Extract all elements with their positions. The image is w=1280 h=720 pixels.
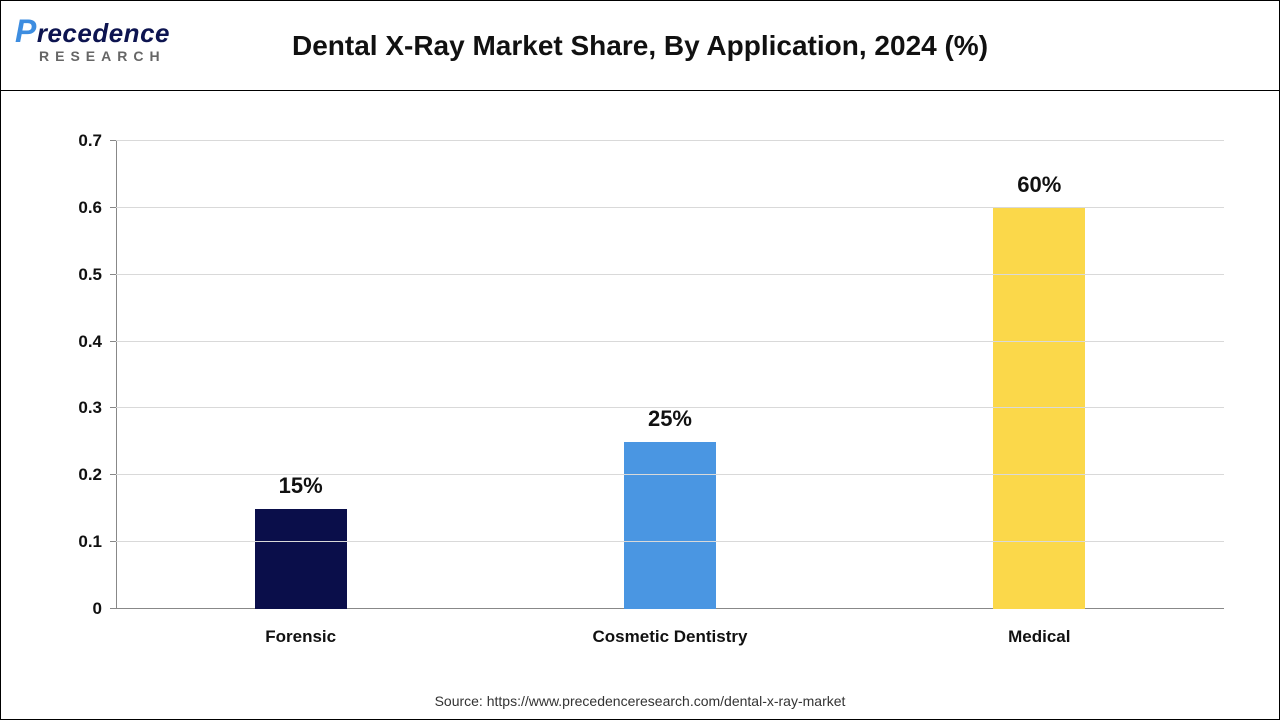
ytick-label: 0.4	[78, 332, 116, 352]
ytick-label: 0.7	[78, 131, 116, 151]
ytick-label: 0.6	[78, 198, 116, 218]
gridline	[116, 140, 1224, 141]
ytick-label: 0.3	[78, 398, 116, 418]
gridline	[116, 274, 1224, 275]
bar-value-label: 15%	[279, 473, 323, 499]
bars-group: 15%Forensic25%Cosmetic Dentistry60%Medic…	[116, 141, 1224, 609]
plot: 15%Forensic25%Cosmetic Dentistry60%Medic…	[116, 141, 1224, 609]
ytick-label: 0.1	[78, 532, 116, 552]
bar-slot: 15%Forensic	[116, 141, 485, 609]
ytick-label: 0	[93, 599, 116, 619]
logo-rest: recedence	[37, 18, 170, 48]
bar-slot: 60%Medical	[855, 141, 1224, 609]
logo-subtext: RESEARCH	[39, 49, 166, 63]
gridline	[116, 207, 1224, 208]
bar	[255, 509, 347, 609]
header: Precedence RESEARCH Dental X-Ray Market …	[1, 1, 1279, 91]
bar-value-label: 60%	[1017, 172, 1061, 198]
ytick-label: 0.5	[78, 265, 116, 285]
bar	[624, 442, 716, 609]
logo-wordmark: Precedence	[15, 15, 170, 47]
bar-slot: 25%Cosmetic Dentistry	[485, 141, 854, 609]
chart-container: Precedence RESEARCH Dental X-Ray Market …	[0, 0, 1280, 720]
bar-value-label: 25%	[648, 406, 692, 432]
logo-letter-p: P	[15, 13, 37, 49]
chart-area: 15%Forensic25%Cosmetic Dentistry60%Medic…	[1, 91, 1279, 719]
x-category-label: Forensic	[265, 627, 336, 647]
gridline	[116, 541, 1224, 542]
ytick-label: 0.2	[78, 465, 116, 485]
gridline	[116, 474, 1224, 475]
gridline	[116, 341, 1224, 342]
x-category-label: Medical	[1008, 627, 1070, 647]
gridline	[116, 407, 1224, 408]
chart-title: Dental X-Ray Market Share, By Applicatio…	[1, 30, 1279, 62]
source-text: Source: https://www.precedenceresearch.c…	[1, 693, 1279, 709]
x-category-label: Cosmetic Dentistry	[593, 627, 748, 647]
logo: Precedence RESEARCH	[15, 15, 170, 63]
